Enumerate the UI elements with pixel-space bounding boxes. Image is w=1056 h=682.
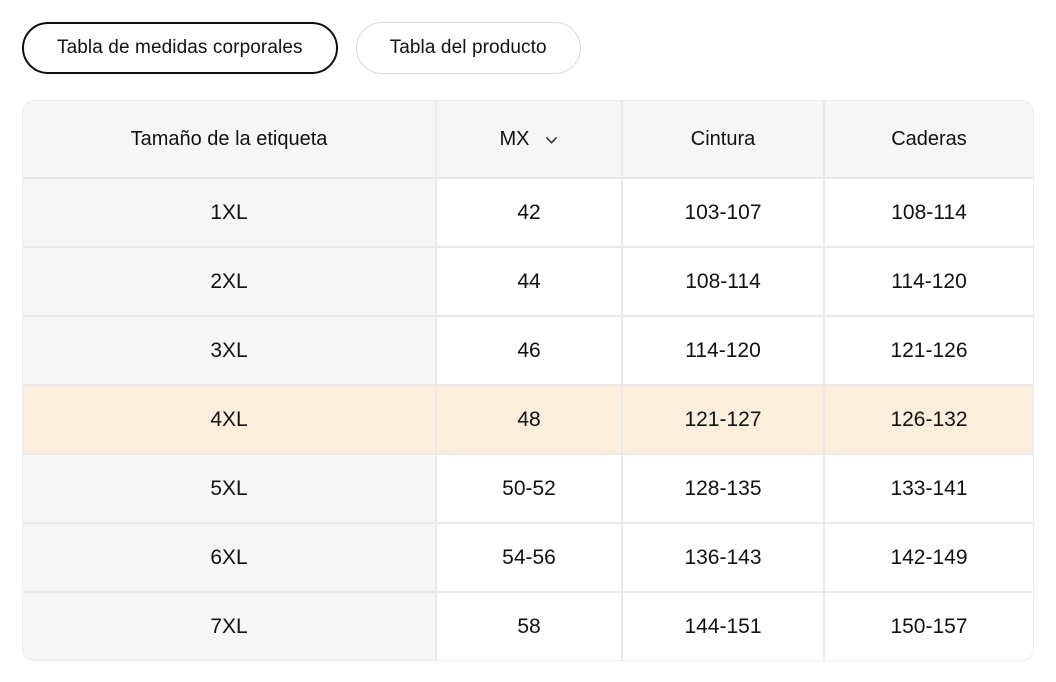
caderas-value-cell: 150-157 [825,593,1033,660]
mx-value-cell: 54-56 [437,524,621,591]
tab-product-measurements[interactable]: Tabla del producto [355,22,581,74]
size-label-cell: 6XL [23,524,435,591]
cintura-value-cell: 136-143 [623,524,823,591]
caderas-value-cell: 133-141 [825,455,1033,522]
header-cintura: Cintura [623,101,823,177]
size-label-cell: 5XL [23,455,435,522]
tab-body-measurements[interactable]: Tabla de medidas corporales [22,22,338,74]
cintura-value-cell: 121-127 [623,386,823,453]
size-system-selected: MX [499,127,530,150]
cintura-value-cell: 114-120 [623,317,823,384]
cintura-value-cell: 144-151 [623,593,823,660]
caderas-value-cell: 114-120 [825,248,1033,315]
header-caderas: Caderas [825,101,1033,177]
mx-value-cell: 58 [437,593,621,660]
size-label-cell: 2XL [23,248,435,315]
cintura-value-cell: 103-107 [623,179,823,246]
chevron-down-icon [544,133,559,148]
caderas-value-cell: 126-132 [825,386,1033,453]
size-label-cell: 4XL [23,386,435,453]
size-label-cell: 7XL [23,593,435,660]
mx-value-cell: 46 [437,317,621,384]
mx-value-cell: 42 [437,179,621,246]
size-table: Tamaño de la etiqueta MX Cintura Caderas… [22,100,1034,661]
size-label-cell: 1XL [23,179,435,246]
size-chart-tabs: Tabla de medidas corporales Tabla del pr… [22,22,1034,74]
mx-value-cell: 50-52 [437,455,621,522]
mx-value-cell: 48 [437,386,621,453]
cintura-value-cell: 128-135 [623,455,823,522]
caderas-value-cell: 142-149 [825,524,1033,591]
size-label-cell: 3XL [23,317,435,384]
mx-value-cell: 44 [437,248,621,315]
header-label-size: Tamaño de la etiqueta [23,101,435,177]
size-system-dropdown[interactable]: MX [437,101,621,177]
cintura-value-cell: 108-114 [623,248,823,315]
caderas-value-cell: 108-114 [825,179,1033,246]
caderas-value-cell: 121-126 [825,317,1033,384]
